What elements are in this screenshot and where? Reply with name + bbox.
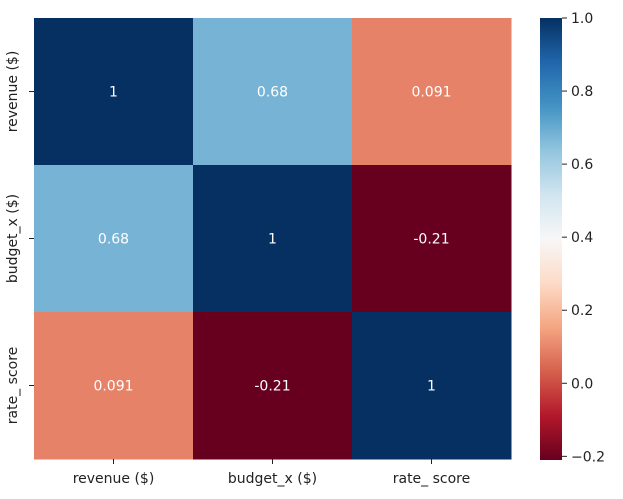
x-tick-label: revenue ($)	[73, 471, 155, 487]
x-tick-label: rate_ score	[393, 471, 471, 487]
heatmap-cell-0-1	[193, 18, 353, 166]
cell-annotation: 1	[268, 232, 277, 248]
cell-annotation: 0.091	[411, 85, 451, 101]
heatmap-cell-1-2	[352, 165, 512, 313]
colorbar-tick-label: 1.0	[571, 11, 593, 27]
cell-annotation: 0.68	[98, 232, 129, 248]
cell-annotation: 0.091	[93, 379, 133, 395]
x-tick-label: budget_x ($)	[228, 471, 317, 487]
y-tick-label: rate_ score	[5, 347, 21, 425]
heatmap-cell-0-0	[34, 18, 194, 166]
y-tick-label: revenue ($)	[5, 51, 21, 133]
heatmap-cell-2-1	[193, 312, 353, 460]
heatmap-cell-1-1	[193, 165, 353, 313]
colorbar-gradient	[540, 18, 562, 460]
colorbar: 1.0 0.8 0.6 0.4 0.2 0.0 −0.2	[540, 11, 605, 465]
cell-annotation: -0.21	[254, 379, 290, 395]
heatmap-cell-1-0	[34, 165, 194, 313]
colorbar-tick-label: 0.2	[571, 303, 593, 319]
cell-annotation: -0.21	[413, 232, 449, 248]
heatmap-cell-0-2	[352, 18, 512, 166]
heatmap-cell-2-0	[34, 312, 194, 460]
heatmap-cell-2-2	[352, 312, 512, 460]
colorbar-ticks: 1.0 0.8 0.6 0.4 0.2 0.0 −0.2	[562, 11, 605, 465]
colorbar-tick-label: 0.4	[571, 230, 593, 246]
cell-annotation: 0.68	[257, 85, 288, 101]
cell-annotation: 1	[109, 85, 118, 101]
y-tick-label: budget_x ($)	[5, 194, 21, 283]
colorbar-tick-label: −0.2	[571, 449, 605, 465]
colorbar-tick-label: 0.8	[571, 84, 593, 100]
heatmap-cells	[34, 18, 512, 460]
y-axis: revenue ($) budget_x ($) rate_ score	[5, 51, 34, 425]
x-axis: revenue ($) budget_x ($) rate_ score	[73, 459, 471, 487]
colorbar-tick-label: 0.0	[571, 376, 593, 392]
cell-annotations: 1 0.68 0.091 0.68 1 -0.21 0.091 -0.21 1	[93, 85, 451, 395]
cell-annotation: 1	[427, 379, 436, 395]
colorbar-tick-label: 0.6	[571, 157, 593, 173]
